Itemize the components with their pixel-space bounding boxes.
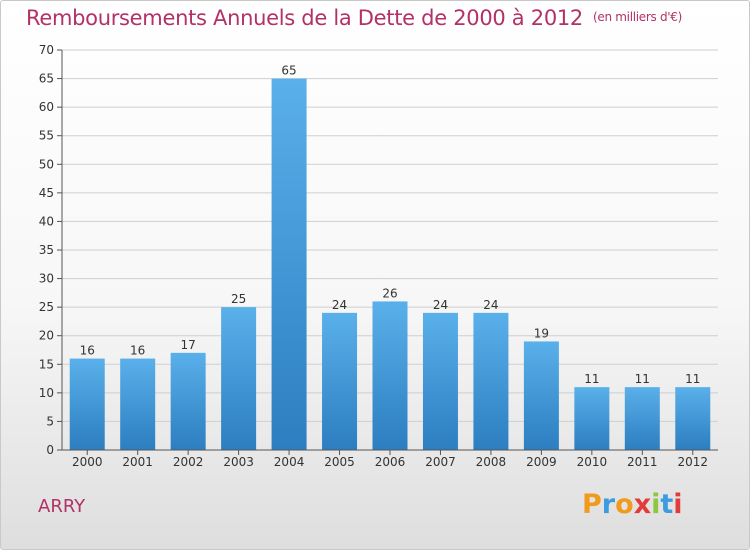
y-tick-label: 30 <box>39 272 54 286</box>
y-tick-label: 20 <box>39 329 54 343</box>
x-tick-label: 2012 <box>677 455 708 469</box>
bar <box>170 352 206 450</box>
logo-letter: t <box>660 489 674 520</box>
x-tick-label: 2001 <box>122 455 153 469</box>
bar <box>372 301 408 450</box>
y-tick-label: 5 <box>46 414 54 428</box>
x-tick-label: 2004 <box>274 455 305 469</box>
bar-value-label: 11 <box>635 372 650 386</box>
bar-value-label: 26 <box>382 286 397 300</box>
x-tick-label: 2008 <box>476 455 507 469</box>
bar <box>574 387 610 450</box>
bar-value-label: 24 <box>433 298 448 312</box>
logo-letter: i <box>673 489 683 520</box>
y-tick-label: 25 <box>39 300 54 314</box>
chart-unit: (en milliers d'€) <box>593 10 683 24</box>
y-tick-label: 70 <box>39 43 54 57</box>
bar-value-label: 11 <box>584 372 599 386</box>
logo-letter: i <box>651 489 661 520</box>
logo-letter: r <box>601 489 616 520</box>
y-tick-label: 65 <box>39 72 54 86</box>
logo-letter: x <box>633 489 652 520</box>
y-tick-label: 55 <box>39 129 54 143</box>
bar-value-label: 65 <box>281 64 296 78</box>
bar-value-label: 16 <box>130 344 145 358</box>
bar-value-label: 11 <box>685 372 700 386</box>
y-tick-label: 35 <box>39 243 54 257</box>
bar <box>322 312 358 450</box>
x-axis: 2000 2001 2002 2003 2004 2005 2006 2007 2008 2009… <box>62 449 718 469</box>
x-tick-label: 2005 <box>324 455 355 469</box>
y-tick-label: 40 <box>39 214 54 228</box>
logo-letter: o <box>615 489 634 520</box>
bar <box>221 307 257 450</box>
bar <box>422 312 458 450</box>
x-tick-label: 2009 <box>526 455 557 469</box>
y-tick-label: 10 <box>39 386 54 400</box>
x-tick-label: 2006 <box>375 455 406 469</box>
bar-value-label: 25 <box>231 292 246 306</box>
bar-value-label: 19 <box>534 326 549 340</box>
y-tick-label: 60 <box>39 100 54 114</box>
bar <box>675 387 711 450</box>
x-tick-label: 2011 <box>627 455 658 469</box>
y-axis: 0 5 10 15 20 25 30 35 40 45 50 55 60 65 70 <box>39 43 63 457</box>
chart-title-text: Remboursements Annuels de la Dette de 20… <box>26 6 583 30</box>
y-tick-label: 0 <box>46 443 54 457</box>
bar <box>523 341 559 450</box>
bar-value-label: 24 <box>332 298 347 312</box>
bars: 16 16 17 25 65 24 26 24 24 19 11 11 11 <box>69 64 711 451</box>
bar <box>120 358 156 450</box>
x-tick-label: 2007 <box>425 455 456 469</box>
logo-letter: P <box>582 489 602 520</box>
bar <box>473 312 509 450</box>
x-tick-label: 2010 <box>577 455 608 469</box>
bar <box>624 387 660 450</box>
bar <box>271 78 307 451</box>
commune-name: ARRY <box>38 496 86 517</box>
bar-value-label: 17 <box>181 338 196 352</box>
bar <box>69 358 105 450</box>
y-tick-label: 50 <box>39 157 54 171</box>
y-tick-label: 45 <box>39 186 54 200</box>
x-tick-label: 2000 <box>72 455 103 469</box>
proxiti-logo: Proxiti <box>582 489 683 520</box>
bar-value-label: 16 <box>80 344 95 358</box>
y-tick-label: 15 <box>39 357 54 371</box>
bar-value-label: 24 <box>483 298 498 312</box>
x-tick-label: 2003 <box>223 455 254 469</box>
x-tick-label: 2002 <box>173 455 204 469</box>
chart-title: Remboursements Annuels de la Dette de 20… <box>26 6 682 30</box>
